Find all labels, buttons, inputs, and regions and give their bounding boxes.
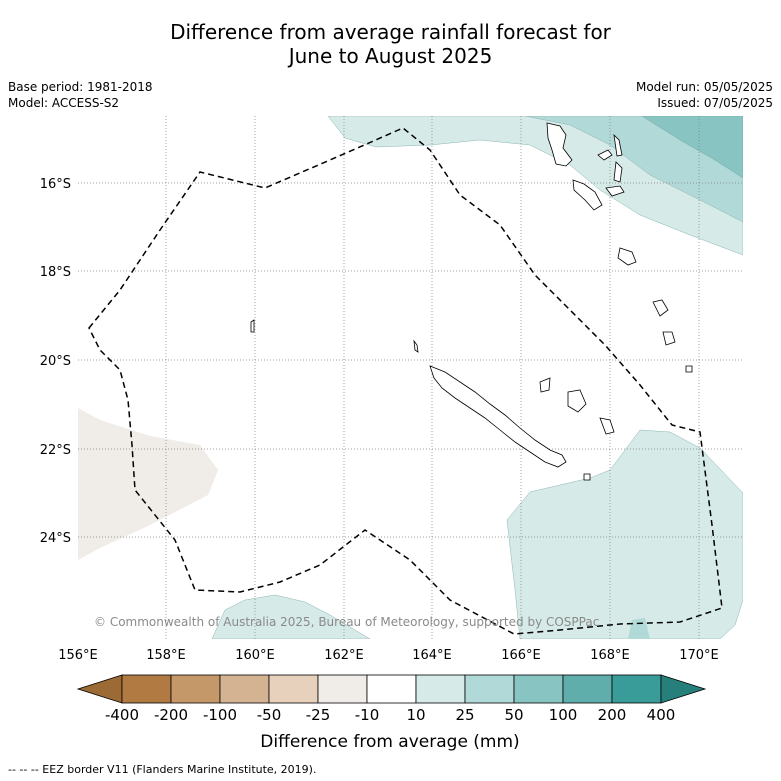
colorbar-swatch — [366, 674, 417, 704]
island-loyalty-2 — [567, 389, 587, 413]
colorbar-tick-label: -50 — [257, 706, 282, 724]
colorbar-tick-label: -100 — [203, 706, 237, 724]
shade-dry-west — [78, 408, 218, 560]
map-area: © Commonwealth of Australia 2025, Bureau… — [78, 116, 743, 639]
colorbar-swatch — [268, 674, 319, 704]
shade-wet-south — [211, 594, 371, 639]
lon-tick-labels: 156°E 158°E 160°E 162°E 164°E 166°E 168°… — [58, 648, 719, 663]
lon-tick: 168°E — [590, 648, 630, 663]
colorbar-tick-label: 100 — [549, 706, 578, 724]
colorbar-swatch — [513, 674, 564, 704]
island-south-1 — [583, 473, 591, 481]
model-run: Model run: 05/05/2025 — [635, 80, 773, 94]
model-name: Model: ACCESS-S2 — [8, 96, 120, 110]
island-north-4 — [613, 161, 623, 183]
lon-tick: 158°E — [146, 648, 186, 663]
island-north-1 — [546, 122, 573, 167]
island-north-7 — [617, 247, 637, 266]
island-north-2 — [597, 149, 613, 161]
colorbar-tick-label: 400 — [647, 706, 676, 724]
lon-tick: 170°E — [679, 648, 719, 663]
colorbar-swatch — [611, 674, 662, 704]
base-period: Base period: 1981-2018 — [8, 80, 153, 94]
colorbar-label: Difference from average (mm) — [260, 732, 519, 752]
shade-wet-south-east-2 — [628, 618, 650, 639]
lat-tick: 22°S — [40, 443, 71, 458]
colorbar-tick-label: -10 — [355, 706, 380, 724]
colorbar-swatch — [464, 674, 515, 704]
island-north-3 — [613, 133, 623, 157]
island-west-1 — [250, 319, 255, 333]
lon-tick: 164°E — [412, 648, 452, 663]
lon-tick: 156°E — [58, 648, 98, 663]
eez-border — [88, 127, 723, 635]
colorbar — [76, 674, 707, 704]
coastlines — [250, 122, 693, 481]
title-line-2: June to August 2025 — [288, 44, 493, 68]
colorbar-arrow-high — [660, 674, 707, 704]
colorbar-tick-label: 200 — [598, 706, 627, 724]
new-caledonia-coast — [429, 365, 567, 468]
island-north-5 — [572, 179, 603, 211]
copyright-notice: © Commonwealth of Australia 2025, Bureau… — [94, 615, 599, 629]
colorbar-tick-labels: -400 -200 -100 -50 -25 -10 10 25 50 100 200 400 — [105, 706, 675, 724]
colorbar-tick-label: 25 — [455, 706, 474, 724]
island-loyalty-1 — [539, 377, 551, 393]
island-west-2 — [413, 339, 419, 353]
colorbar-tick-label: -25 — [306, 706, 331, 724]
title-line-1: Difference from average rainfall forecas… — [170, 20, 611, 44]
colorbar-swatch — [170, 674, 221, 704]
lon-tick: 160°E — [235, 648, 275, 663]
shade-wet-south-east — [506, 429, 743, 639]
eez-footnote: -- -- -- EEZ border V11 (Flanders Marine… — [8, 763, 317, 776]
grid-lines — [78, 116, 743, 639]
colorbar-swatch — [219, 674, 270, 704]
lon-tick: 166°E — [501, 648, 541, 663]
issued-date: Issued: 07/05/2025 — [657, 96, 773, 110]
shade-wet-north-3 — [641, 116, 743, 179]
colorbar-swatch — [415, 674, 466, 704]
colorbar-swatch — [317, 674, 368, 704]
lat-tick: 24°S — [40, 531, 71, 546]
colorbar-swatch — [121, 674, 172, 704]
island-loyalty-3 — [599, 417, 615, 435]
colorbar-tick-label: -400 — [105, 706, 139, 724]
island-east-3 — [685, 365, 693, 373]
lat-tick: 16°S — [40, 177, 71, 192]
lat-tick-labels: 16°S 18°S 20°S 22°S 24°S — [40, 177, 71, 546]
colorbar-tick-label: 10 — [406, 706, 425, 724]
colorbar-arrow-low — [76, 674, 123, 704]
lon-tick: 162°E — [324, 648, 364, 663]
island-east-2 — [662, 331, 676, 346]
colorbar-tick-label: 50 — [504, 706, 523, 724]
lat-tick: 20°S — [40, 354, 71, 369]
lat-tick: 18°S — [40, 265, 71, 280]
colorbar-tick-label: -200 — [154, 706, 188, 724]
island-east-1 — [652, 299, 669, 317]
island-north-6 — [605, 185, 625, 197]
colorbar-swatch — [562, 674, 613, 704]
